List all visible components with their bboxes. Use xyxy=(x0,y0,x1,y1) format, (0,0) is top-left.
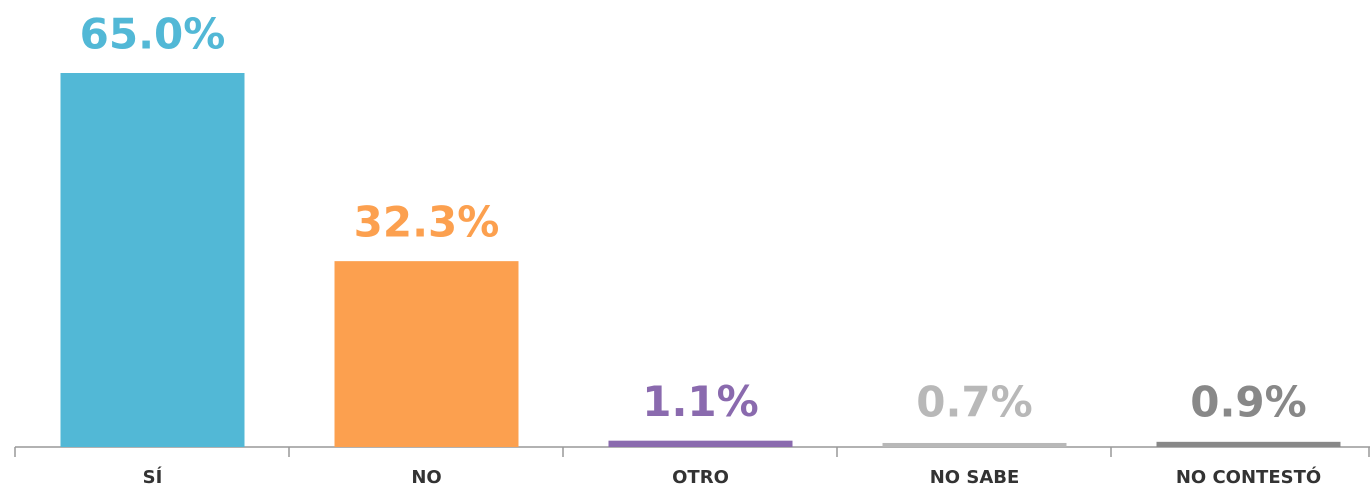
category-label: OTRO xyxy=(672,467,729,488)
value-label: 65.0% xyxy=(80,10,226,59)
bar xyxy=(60,73,245,447)
value-label: 0.7% xyxy=(916,378,1032,427)
value-label: 0.9% xyxy=(1190,378,1306,427)
category-label: NO CONTESTÓ xyxy=(1176,466,1321,488)
bar xyxy=(1156,441,1341,447)
category-label: NO SABE xyxy=(930,467,1020,488)
category-label: NO xyxy=(411,467,441,488)
bar xyxy=(334,261,519,447)
value-label: 32.3% xyxy=(354,198,500,247)
bar xyxy=(882,442,1067,447)
category-label: SÍ xyxy=(143,466,163,488)
bar xyxy=(608,440,793,447)
value-label: 1.1% xyxy=(642,377,758,426)
